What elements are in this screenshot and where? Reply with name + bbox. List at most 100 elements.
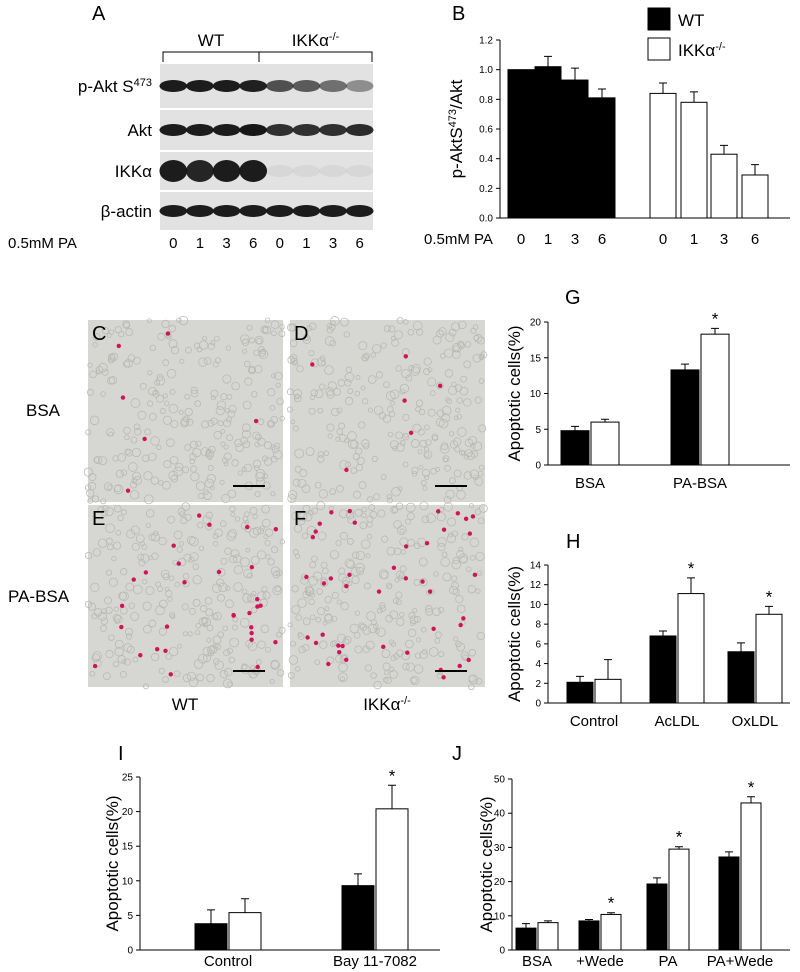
legend-swatch xyxy=(647,37,671,61)
cell xyxy=(135,534,145,544)
cell xyxy=(427,367,433,373)
column-label-sup: -/- xyxy=(400,695,411,707)
significance-mark: * xyxy=(688,559,695,578)
cell xyxy=(416,637,422,643)
y-axis-label: Apoptotic cells(%) xyxy=(477,796,496,932)
cell xyxy=(228,656,236,664)
cell xyxy=(197,492,205,500)
cell xyxy=(318,489,328,499)
cell xyxy=(336,484,344,493)
cell xyxy=(463,360,472,369)
cell xyxy=(262,325,272,335)
cell xyxy=(223,452,232,461)
cell xyxy=(175,462,184,472)
cell xyxy=(322,567,329,575)
blot-band xyxy=(212,205,241,217)
apoptotic-cell xyxy=(441,527,447,532)
cell xyxy=(250,555,260,565)
cell xyxy=(407,328,415,336)
cell xyxy=(142,601,152,611)
cell xyxy=(205,511,213,520)
cell xyxy=(198,340,209,350)
cell xyxy=(105,537,113,545)
cell xyxy=(105,523,115,534)
cell xyxy=(458,553,469,564)
group-label-sup: -/- xyxy=(329,31,340,43)
significance-mark: * xyxy=(608,894,615,913)
cell xyxy=(352,490,362,499)
bar xyxy=(649,92,677,219)
legend-name: IKKα xyxy=(678,41,715,60)
cell xyxy=(452,556,460,565)
cell xyxy=(222,374,232,384)
cell xyxy=(168,403,179,414)
lane-label: 0 xyxy=(276,235,284,252)
cell xyxy=(226,434,234,442)
cell xyxy=(210,395,216,401)
cell xyxy=(218,582,228,593)
cell xyxy=(255,659,262,665)
cell xyxy=(184,346,192,354)
cell xyxy=(207,455,213,460)
panel-letter: H xyxy=(566,531,580,553)
cell xyxy=(120,568,128,576)
cell xyxy=(441,405,452,416)
cell xyxy=(261,455,269,462)
panel-letter: I xyxy=(118,743,124,765)
y-tick-label: 2 xyxy=(535,679,541,690)
panel-letter: F xyxy=(294,508,306,530)
cell xyxy=(254,491,261,498)
cell xyxy=(98,456,108,466)
cell xyxy=(314,389,324,399)
blot-band xyxy=(345,124,374,136)
cell xyxy=(226,531,237,541)
cell xyxy=(267,419,275,428)
apoptotic-cell xyxy=(337,649,342,655)
cell xyxy=(290,640,296,647)
cell xyxy=(242,440,251,449)
cell xyxy=(275,569,283,577)
apoptotic-cell xyxy=(171,543,176,548)
cell xyxy=(227,409,236,418)
cell xyxy=(162,393,168,399)
blot-band xyxy=(292,205,321,217)
cell xyxy=(472,353,482,363)
cell xyxy=(358,421,366,429)
cell xyxy=(326,423,335,432)
cell xyxy=(271,546,279,554)
bar xyxy=(560,430,590,466)
error-bar xyxy=(585,919,593,921)
apoptotic-cell xyxy=(176,561,181,566)
bar xyxy=(677,593,705,704)
y-tick-label: 6 xyxy=(535,639,541,650)
cell xyxy=(91,495,100,503)
blot-band xyxy=(186,205,214,217)
cell xyxy=(314,659,321,666)
cell xyxy=(257,527,265,535)
cell xyxy=(224,547,232,555)
y-tick-label: 0 xyxy=(127,946,133,957)
y-tick-label: 0.2 xyxy=(479,184,493,195)
cell xyxy=(108,577,118,587)
apoptotic-cell xyxy=(119,603,125,609)
cell xyxy=(358,341,368,351)
panel-letter: D xyxy=(294,323,308,345)
cell xyxy=(310,614,316,620)
cell xyxy=(194,629,201,636)
cell xyxy=(414,652,422,659)
error-bar xyxy=(711,327,719,335)
cell xyxy=(237,470,243,476)
treatment-label: 0.5mM PA xyxy=(8,235,77,252)
cell xyxy=(206,637,212,643)
group-label: IKKα-/- xyxy=(292,31,340,50)
blot-band xyxy=(319,205,347,217)
y-tick-label: 25 xyxy=(122,773,134,784)
cell xyxy=(360,385,366,391)
cell xyxy=(395,442,405,452)
cell xyxy=(452,588,460,596)
cell xyxy=(151,652,160,662)
error-bar xyxy=(720,144,728,155)
cell xyxy=(389,610,399,620)
cell xyxy=(399,537,409,547)
cell xyxy=(457,320,467,330)
